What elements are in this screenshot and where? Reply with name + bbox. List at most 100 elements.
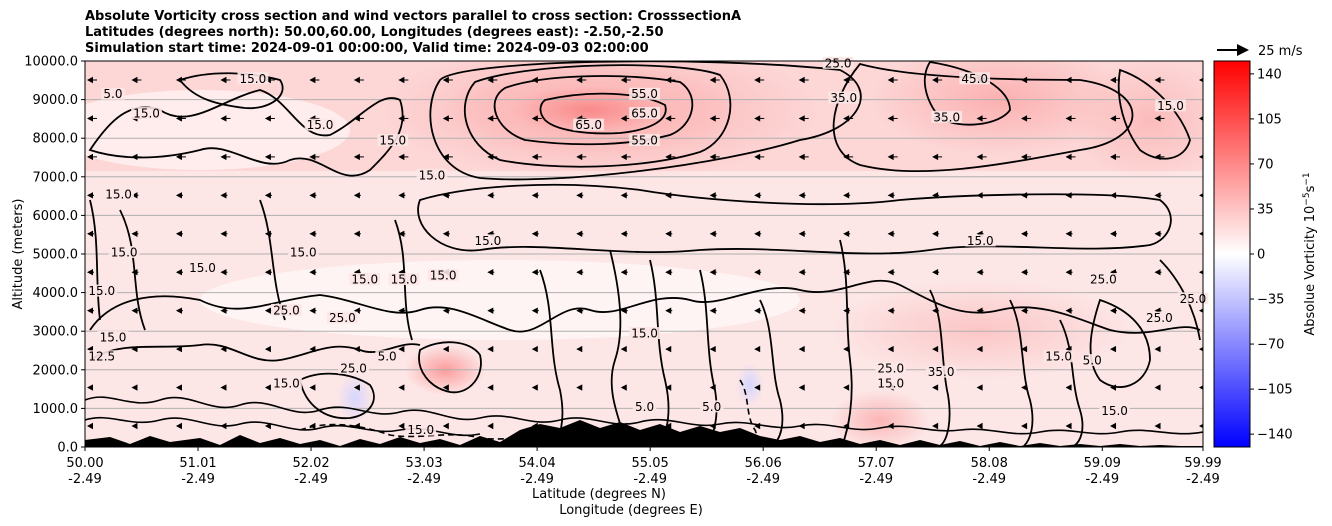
wind-arrow-head	[887, 192, 894, 199]
contour-label: 15.0	[351, 273, 378, 287]
wind-arrow-head	[264, 192, 271, 199]
wind-arrow-head	[1065, 153, 1072, 161]
contour-45	[463, 64, 732, 168]
contour-label-bg	[1087, 273, 1119, 286]
contour-label: 25.0	[273, 303, 300, 317]
wind-arrow-head	[1199, 116, 1203, 121]
wind-arrow-head	[1065, 230, 1072, 237]
wind-arrow-head	[1065, 115, 1072, 122]
wind-arrow-head	[442, 230, 449, 237]
wind-arrow-head	[531, 422, 538, 430]
contour-label: 5.0	[702, 400, 721, 414]
wind-arrow-head	[1110, 422, 1117, 430]
wind-arrow-head	[353, 307, 360, 314]
contour-label: 25.0	[1180, 292, 1207, 306]
wind-arrow-head	[264, 307, 271, 314]
wind-arrow-head	[487, 269, 494, 276]
x-tick-label-lat: 51.01	[179, 456, 216, 471]
contour-vertical-1	[609, 249, 626, 441]
contour-right-low	[1089, 298, 1151, 388]
wind-arrow-head	[1110, 115, 1117, 122]
quiver-key-label: 25 m/s	[1258, 44, 1303, 59]
wind-arrow-head	[932, 153, 939, 161]
wind-arrow-head	[87, 192, 93, 199]
wind-arrow-head	[175, 345, 182, 353]
wind-arrow-head	[665, 307, 672, 314]
wind-arrow-head	[442, 76, 449, 84]
wind-arrow-head	[620, 269, 627, 276]
contour-label: 45.0	[961, 72, 988, 86]
x-tick-label-lon: -2.49	[972, 472, 1006, 487]
wind-arrow-head	[220, 269, 227, 276]
title-line-1: Absolute Vorticity cross section and win…	[85, 9, 742, 24]
contour-label-bg	[959, 72, 991, 85]
wind-arrow-head	[1065, 269, 1072, 276]
x-tick-label-lat: 56.06	[745, 456, 782, 471]
wind-arrow-head	[576, 230, 583, 237]
contour-label: 25.0	[877, 361, 904, 375]
x-tick-label-lat: 59.99	[1184, 456, 1221, 471]
wind-arrow-head	[220, 153, 227, 161]
wind-arrow-head	[576, 307, 583, 314]
contour-label: 25.0	[340, 361, 367, 375]
wind-arrow-head	[220, 230, 227, 237]
contour-label: 15.0	[1045, 350, 1072, 364]
wind-arrow-head	[87, 269, 93, 276]
wind-arrow-head	[976, 422, 983, 430]
wind-arrow-head	[665, 269, 672, 276]
wind-arrow-head	[220, 192, 227, 199]
wind-arrow-head	[353, 76, 360, 84]
wind-arrow-head	[576, 422, 583, 430]
wind-arrow-head	[665, 115, 672, 122]
contour-label: 12.5	[88, 350, 115, 364]
contour-label: 15.0	[290, 246, 317, 260]
colorbar-tick-label: 140	[1257, 67, 1282, 82]
wind-arrow-head	[798, 307, 805, 314]
wind-arrow-head	[620, 384, 627, 391]
y-tick-label: 1000.0	[33, 402, 79, 417]
wind-arrow-head	[843, 422, 850, 430]
contour-label-bg	[187, 261, 218, 274]
x-tick-label-lat: 59.09	[1084, 456, 1121, 471]
x-tick-label-lon: -2.49	[407, 472, 441, 487]
contour-label: 25.0	[329, 311, 356, 325]
wind-arrow-head	[798, 345, 805, 353]
wind-arrow-head	[576, 345, 583, 353]
contour-label: 15.0	[307, 118, 334, 132]
contour-label-bg	[304, 118, 336, 131]
wind-arrow-head	[309, 269, 316, 276]
contour-label-bg	[86, 350, 118, 363]
wind-arrow-head	[175, 269, 182, 276]
wind-arrow-head	[87, 153, 93, 161]
wind-arrow-head	[309, 192, 316, 199]
contour-label: 25.0	[825, 56, 852, 70]
contour-label-bg	[699, 400, 724, 413]
wind-arrow-head	[576, 192, 583, 199]
colorbar-tick-label: −35	[1257, 293, 1284, 308]
contour-label: 25.0	[1146, 311, 1173, 325]
contour-label: 15.0	[88, 284, 115, 298]
wind-arrow-head	[1199, 308, 1203, 313]
contour-55	[493, 75, 694, 146]
contour-label-bg	[271, 377, 302, 390]
contour-label: 55.0	[631, 87, 658, 101]
wind-arrow-head	[1110, 153, 1117, 161]
contour-label-bg	[405, 423, 437, 436]
wind-arrow-head	[309, 76, 316, 84]
wind-arrow-head	[531, 307, 538, 314]
contour-label: 15.0	[189, 261, 216, 275]
wind-arrow-head	[1199, 423, 1203, 429]
wind-arrow-head	[1154, 384, 1161, 391]
wind-arrow-head	[620, 115, 627, 122]
wind-arrow-head	[576, 153, 583, 161]
contour-vertical-7	[929, 289, 951, 447]
wind-arrow-head	[131, 192, 138, 199]
wind-arrow-head	[576, 384, 583, 391]
contour-label-bg	[1143, 311, 1175, 324]
x-axis-label-lat: Latitude (degrees N)	[532, 487, 666, 502]
contour-label-bg	[1155, 99, 1186, 112]
colorbar-tick-label: 35	[1257, 202, 1274, 217]
title-line-3: Simulation start time: 2024-09-01 00:00:…	[85, 41, 649, 56]
wind-arrow-head	[1110, 345, 1117, 353]
contour-label: 15.0	[105, 188, 132, 202]
